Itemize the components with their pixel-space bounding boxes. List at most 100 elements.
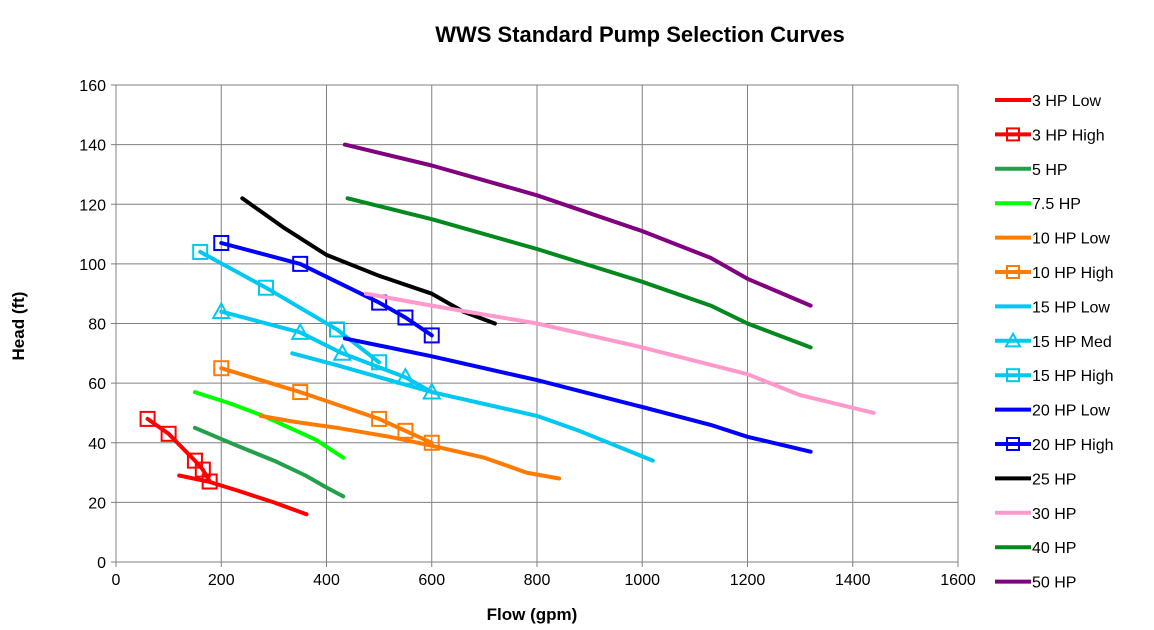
square-marker bbox=[423, 327, 440, 344]
legend-label: 7.5 HP bbox=[1032, 196, 1081, 213]
legend-label: 3 HP Low bbox=[1032, 93, 1102, 110]
series-layer bbox=[139, 142, 876, 517]
square-marker bbox=[329, 321, 346, 338]
legend-label: 40 HP bbox=[1032, 540, 1076, 557]
series-line bbox=[258, 413, 562, 481]
square-marker bbox=[213, 235, 230, 252]
series-line bbox=[290, 351, 655, 463]
legend-label: 3 HP High bbox=[1032, 127, 1105, 144]
x-axis-label: Flow (gpm) bbox=[487, 605, 578, 624]
legend-item-5-hp: 5 HP bbox=[995, 162, 1068, 179]
series-40-hp bbox=[345, 196, 813, 350]
series-10-hp-low bbox=[258, 413, 562, 481]
legend-label: 20 HP High bbox=[1032, 437, 1114, 454]
series-line bbox=[198, 249, 382, 365]
y-tick-label: 120 bbox=[79, 197, 106, 214]
triangle-marker bbox=[332, 343, 352, 361]
series-20-hp-low bbox=[342, 336, 813, 454]
x-tick-label: 1200 bbox=[730, 572, 766, 589]
square-marker bbox=[257, 279, 274, 296]
legend-label: 20 HP Low bbox=[1032, 403, 1110, 420]
y-tick-label: 160 bbox=[79, 78, 106, 95]
x-tick-label: 200 bbox=[208, 572, 235, 589]
series-line bbox=[219, 241, 434, 338]
series-3-hp-low bbox=[177, 473, 309, 517]
series-line bbox=[219, 366, 434, 445]
square-marker bbox=[192, 243, 209, 260]
x-tick-label: 600 bbox=[418, 572, 445, 589]
y-tick-label: 140 bbox=[79, 138, 106, 155]
legend-item-50-hp: 50 HP bbox=[995, 575, 1076, 592]
series-25-hp bbox=[240, 196, 497, 326]
x-tick-label: 0 bbox=[112, 572, 121, 589]
square-marker bbox=[213, 360, 230, 377]
x-tick-label: 1400 bbox=[835, 572, 871, 589]
chart-title: WWS Standard Pump Selection Curves bbox=[435, 22, 845, 47]
series-3-hp-high bbox=[139, 410, 218, 490]
triangle-marker bbox=[290, 322, 310, 340]
y-tick-label: 60 bbox=[88, 376, 106, 393]
square-marker bbox=[371, 354, 388, 371]
triangle-marker bbox=[1004, 331, 1022, 348]
y-tick-label: 0 bbox=[97, 555, 106, 572]
square-marker bbox=[201, 473, 218, 490]
triangle-marker bbox=[395, 367, 416, 385]
y-tick-label: 40 bbox=[88, 436, 106, 453]
series-15-hp-high bbox=[192, 243, 388, 371]
legend-label: 10 HP High bbox=[1032, 265, 1114, 282]
legend-item-3-hp-high: 3 HP High bbox=[995, 127, 1105, 144]
x-tick-label: 1000 bbox=[624, 572, 660, 589]
square-marker bbox=[1006, 368, 1020, 383]
legend-label: 5 HP bbox=[1032, 162, 1068, 179]
y-tick-label: 100 bbox=[79, 257, 106, 274]
axes: 0 200 400 600 800 1000 1200 1400 1600 0 20 40 60 80 10… bbox=[79, 78, 976, 589]
square-marker bbox=[1006, 127, 1020, 142]
square-marker bbox=[397, 309, 414, 326]
legend-item-25-hp: 25 HP bbox=[995, 471, 1076, 488]
legend-item-20-hp-high: 20 HP High bbox=[995, 437, 1114, 454]
legend-item-40-hp: 40 HP bbox=[995, 540, 1076, 557]
legend-item-3-hp-low: 3 HP Low bbox=[995, 93, 1102, 110]
series-50-hp bbox=[342, 142, 813, 308]
legend-item-30-hp: 30 HP bbox=[995, 506, 1076, 523]
series-line bbox=[364, 291, 876, 415]
square-marker bbox=[1006, 265, 1020, 279]
series-line bbox=[345, 196, 813, 350]
x-tick-label: 800 bbox=[524, 572, 551, 589]
legend: 3 HP Low 3 HP High 5 HP 7.5 HP 10 HP Low 10 H… bbox=[995, 93, 1114, 592]
x-tick-label: 1600 bbox=[940, 572, 976, 589]
series-7-5-hp bbox=[192, 390, 346, 460]
series-line bbox=[342, 336, 813, 454]
y-tick-label: 80 bbox=[88, 317, 106, 334]
square-marker bbox=[160, 425, 177, 442]
legend-item-10-hp-low: 10 HP Low bbox=[995, 231, 1110, 248]
legend-item-7-5-hp: 7.5 HP bbox=[995, 196, 1081, 213]
square-marker bbox=[139, 410, 156, 427]
series-line bbox=[192, 390, 346, 460]
square-marker bbox=[423, 434, 440, 451]
series-line bbox=[342, 142, 813, 308]
triangle-marker bbox=[422, 382, 442, 400]
x-tick-label: 400 bbox=[313, 572, 340, 589]
legend-label: 15 HP Low bbox=[1032, 299, 1110, 316]
legend-item-15-hp-low: 15 HP Low bbox=[995, 299, 1110, 316]
series-line bbox=[177, 473, 309, 517]
series-line bbox=[219, 309, 434, 395]
square-marker bbox=[371, 410, 388, 427]
legend-label: 25 HP bbox=[1032, 471, 1076, 488]
legend-item-15-hp-med: 15 HP Med bbox=[995, 331, 1112, 351]
legend-item-20-hp-low: 20 HP Low bbox=[995, 403, 1110, 420]
legend-label: 15 HP Med bbox=[1032, 334, 1112, 351]
square-marker bbox=[292, 255, 309, 272]
series-30-hp bbox=[364, 291, 876, 415]
square-marker bbox=[1006, 437, 1020, 451]
series-15-hp-med bbox=[211, 301, 442, 400]
legend-item-15-hp-high: 15 HP High bbox=[995, 368, 1114, 385]
y-axis-label: Head (ft) bbox=[9, 292, 28, 361]
square-marker bbox=[292, 384, 309, 401]
triangle-marker bbox=[211, 301, 231, 319]
series-15-hp-low bbox=[290, 351, 655, 463]
legend-item-10-hp-high: 10 HP High bbox=[995, 265, 1114, 282]
